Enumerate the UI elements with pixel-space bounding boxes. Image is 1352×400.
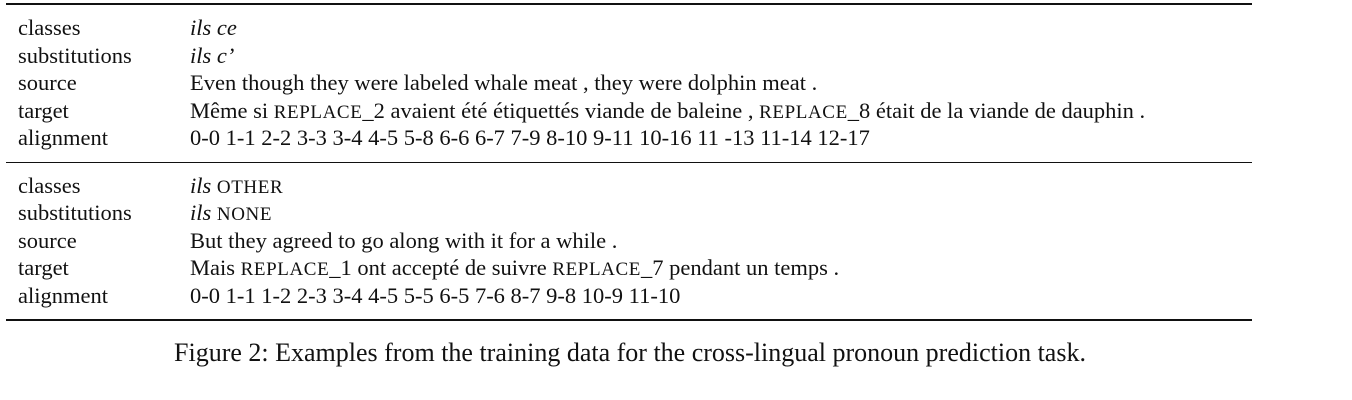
replace-token: REPLACE	[240, 259, 330, 280]
row-label: classes	[18, 15, 81, 40]
classes-value: ils ce	[190, 15, 237, 40]
target-text: Mais	[190, 255, 241, 280]
target-text: _7 pendant un temps .	[640, 255, 840, 280]
alignment-value: 0-0 1-1 2-2 3-3 3-4 4-5 5-8 6-6 6-7 7-9 …	[190, 125, 870, 150]
row-label: substitutions	[18, 200, 132, 225]
example-block-2: classes ils OTHER substitutions ils NONE…	[6, 163, 1252, 320]
substitutions-value: ils NONE	[190, 199, 1252, 229]
row-classes: classes ils OTHER	[6, 172, 1252, 200]
row-classes: classes ils ce	[6, 14, 1252, 42]
row-alignment: alignment 0-0 1-1 1-2 2-3 3-4 4-5 5-5 6-…	[6, 282, 1252, 310]
row-source: source But they agreed to go along with …	[6, 227, 1252, 255]
replace-token: REPLACE	[552, 259, 641, 280]
replace-token: REPLACE	[273, 101, 363, 123]
row-substitutions: substitutions ils c’	[6, 42, 1252, 70]
bottom-rule	[6, 319, 1252, 321]
target-text: _2 avaient été étiquettés viande de bale…	[362, 97, 760, 123]
row-target: target Mais REPLACE_1 ont accepté de sui…	[6, 254, 1252, 282]
class-word: ils	[190, 172, 212, 198]
replace-token: REPLACE	[759, 101, 848, 123]
substitution-word: ils	[190, 200, 212, 225]
row-substitutions: substitutions ils NONE	[6, 199, 1252, 227]
source-value: Even though they were labeled whale meat…	[190, 70, 818, 95]
row-label: substitutions	[18, 42, 132, 68]
source-value: But they agreed to go along with it for …	[190, 227, 618, 253]
substitution-tag: NONE	[216, 204, 273, 225]
figure-caption: Figure 2: Examples from the training dat…	[174, 338, 1086, 367]
row-label: alignment	[18, 282, 108, 308]
row-label: alignment	[18, 125, 108, 150]
class-tag: OTHER	[216, 176, 284, 198]
target-value: Même si REPLACE_2 avaient été étiquettés…	[190, 97, 1252, 127]
classes-value: ils OTHER	[190, 172, 1252, 202]
target-text: _8 était de la viande de dauphin .	[847, 97, 1146, 123]
target-text: _1 ont accepté de suivre	[329, 255, 553, 280]
row-label: classes	[18, 172, 81, 198]
row-target: target Même si REPLACE_2 avaient été éti…	[6, 97, 1252, 125]
row-label: source	[18, 227, 77, 253]
target-text: Même si	[190, 97, 274, 123]
alignment-value: 0-0 1-1 1-2 2-3 3-4 4-5 5-5 6-5 7-6 8-7 …	[190, 282, 681, 308]
row-source: source Even though they were labeled wha…	[6, 69, 1252, 97]
row-label: target	[18, 255, 69, 280]
target-value: Mais REPLACE_1 ont accepté de suivre REP…	[190, 254, 1252, 284]
examples-table: classes ils ce substitutions ils c’ sour…	[6, 3, 1252, 321]
row-label: target	[18, 97, 69, 123]
row-label: source	[18, 70, 77, 95]
top-rule	[6, 3, 1252, 5]
example-block-1: classes ils ce substitutions ils c’ sour…	[6, 5, 1252, 162]
middle-rule	[6, 161, 1252, 163]
substitutions-value: ils c’	[190, 42, 235, 68]
row-alignment: alignment 0-0 1-1 2-2 3-3 3-4 4-5 5-8 6-…	[6, 124, 1252, 152]
